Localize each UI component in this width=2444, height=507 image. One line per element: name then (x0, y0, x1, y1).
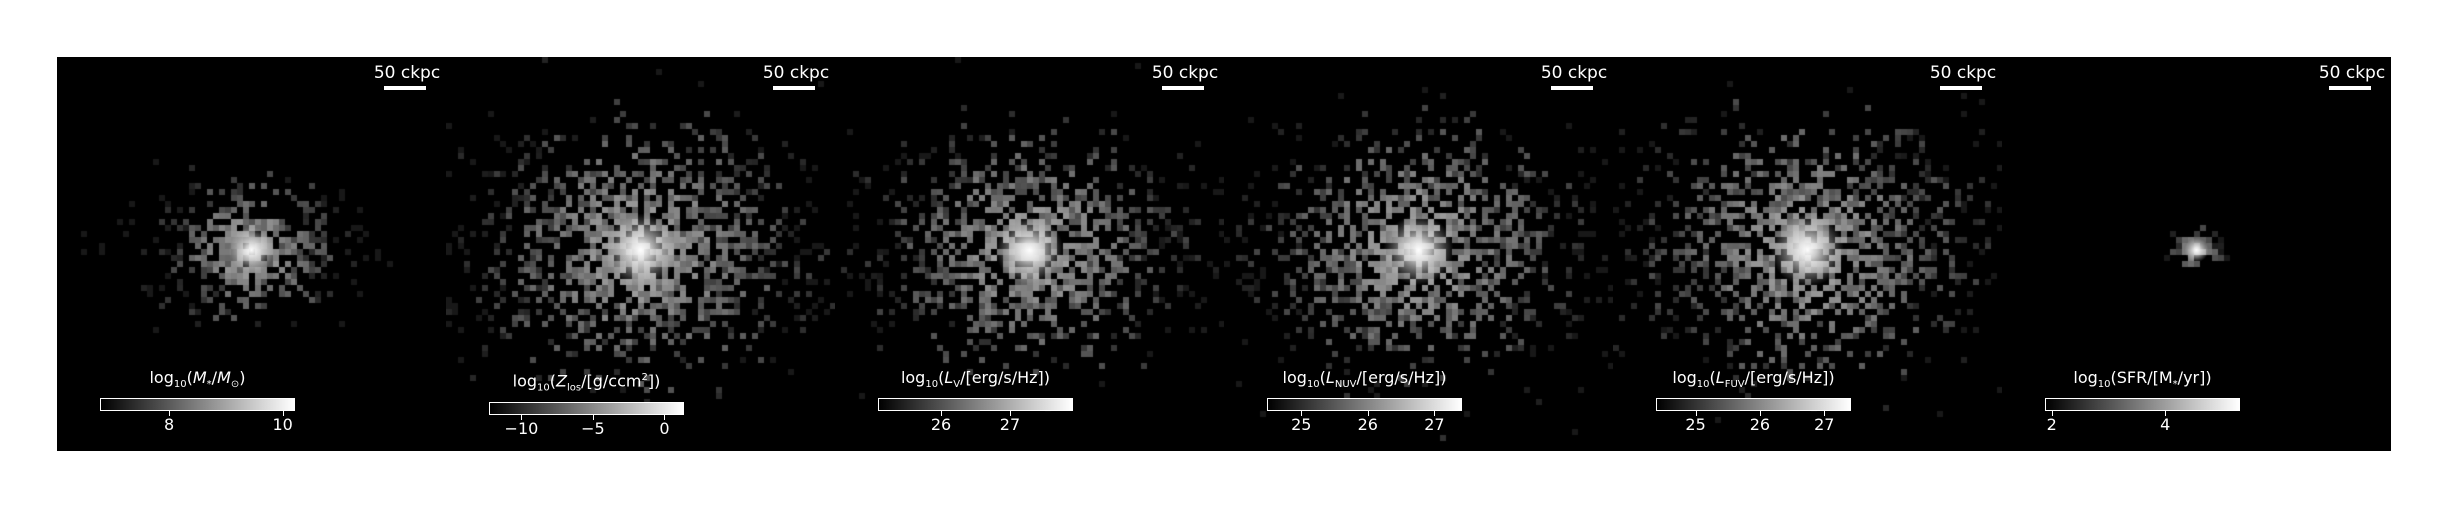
colorbar-tick-label: 27 (1814, 415, 1835, 435)
colorbar: log10(Zlos/[g/ccm2]) −10 −5 0 (489, 369, 684, 437)
colorbar-tick (1759, 411, 1761, 417)
colorbar-tick-label: 8 (164, 415, 175, 435)
galaxy-maps-strip: 50 ckpc log10(M*/M⊙) 8 10 50 ckpc log10(Z… (57, 57, 2391, 451)
panel-luminosity-nuv: 50 ckpc log10(LNUV/[erg/s/Hz]) 25 26 27 (1224, 57, 1613, 451)
map-image (1613, 57, 2002, 451)
colorbar-tick (1695, 411, 1697, 417)
colorbar-tick (521, 414, 523, 420)
colorbar-gradient: 25 26 27 (1267, 398, 1462, 434)
colorbar-tick (1367, 411, 1369, 417)
colorbar-tick (1009, 411, 1011, 417)
colorbar-gradient: −10 −5 0 (489, 401, 684, 437)
panel-metallicity: 50 ckpc log10(Zlos/[g/ccm2]) −10 −5 0 (446, 57, 835, 451)
colorbar-tick (941, 411, 943, 417)
colorbar-tick (2051, 411, 2053, 417)
scale-bar (773, 86, 815, 90)
scale-bar (1551, 86, 1593, 90)
scale-bar-label: 50 ckpc (1929, 63, 1997, 83)
colorbar-tick (2165, 411, 2167, 417)
colorbar-title: log10(M*/M⊙) (149, 368, 246, 391)
scale-bar (1162, 86, 1204, 90)
colorbar-tick (1301, 411, 1303, 417)
map-image (2002, 57, 2391, 451)
colorbar-tick-label: −5 (581, 418, 605, 438)
colorbar: log10(LV/[erg/s/Hz]) 26 27 (878, 368, 1073, 434)
colorbar-gradient: 8 10 (100, 398, 295, 434)
scale-bar-label: 50 ckpc (2318, 63, 2386, 83)
colorbar-tick-label: −10 (504, 418, 539, 438)
colorbar: log10(LNUV/[erg/s/Hz]) 25 26 27 (1267, 368, 1462, 434)
colorbar-tick-label: 26 (930, 415, 952, 435)
map-image (446, 57, 835, 451)
scale-bar (2329, 86, 2371, 90)
colorbar-title: log10(LFUV/[erg/s/Hz]) (1672, 368, 1835, 391)
colorbar-tick-label: 0 (659, 418, 670, 438)
scale-bar (1940, 86, 1982, 90)
colorbar-tick-label: 26 (1749, 415, 1771, 435)
map-image (57, 57, 446, 451)
colorbar-tick (664, 414, 666, 420)
colorbar: log10(LFUV/[erg/s/Hz]) 25 26 27 (1656, 368, 1851, 434)
colorbar-tick-label: 4 (2160, 415, 2171, 435)
panel-luminosity-v: 50 ckpc log10(LV/[erg/s/Hz]) 26 27 (835, 57, 1224, 451)
panel-luminosity-fuv: 50 ckpc log10(LFUV/[erg/s/Hz]) 25 26 27 (1613, 57, 2002, 451)
scale-bar-label: 50 ckpc (1151, 63, 1219, 83)
colorbar-tick-label: 10 (272, 415, 293, 435)
colorbar-tick-label: 25 (1685, 415, 1706, 435)
colorbar-tick (1824, 411, 1826, 417)
map-image (1224, 57, 1613, 451)
colorbar-gradient: 26 27 (878, 398, 1073, 434)
colorbar-tick (592, 414, 594, 420)
map-image (835, 57, 1224, 451)
colorbar-tick (1434, 411, 1436, 417)
panel-stellar-mass: 50 ckpc log10(M*/M⊙) 8 10 (57, 57, 446, 451)
colorbar-gradient: 25 26 27 (1656, 398, 1851, 434)
colorbar-tick-label: 2 (2046, 415, 2057, 435)
colorbar: log10(M*/M⊙) 8 10 (100, 368, 295, 434)
colorbar-tick-label: 27 (1424, 415, 1445, 435)
colorbar-title: log10(LNUV/[erg/s/Hz]) (1282, 368, 1447, 391)
colorbar-tick-label: 25 (1291, 415, 1312, 435)
colorbar-tick (169, 411, 171, 417)
scale-bar (384, 86, 426, 90)
colorbar-title: log10(Zlos/[g/ccm2]) (512, 371, 661, 394)
colorbar-tick (282, 411, 284, 417)
colorbar-title: log10(LV/[erg/s/Hz]) (900, 368, 1051, 391)
scale-bar-label: 50 ckpc (762, 63, 830, 83)
colorbar-title: log10(SFR/[M*/yr]) (2073, 368, 2212, 391)
scale-bar-label: 50 ckpc (1540, 63, 1608, 83)
scale-bar-label: 50 ckpc (373, 63, 441, 83)
colorbar-tick-label: 26 (1357, 415, 1378, 435)
colorbar-tick-label: 27 (999, 415, 1021, 435)
